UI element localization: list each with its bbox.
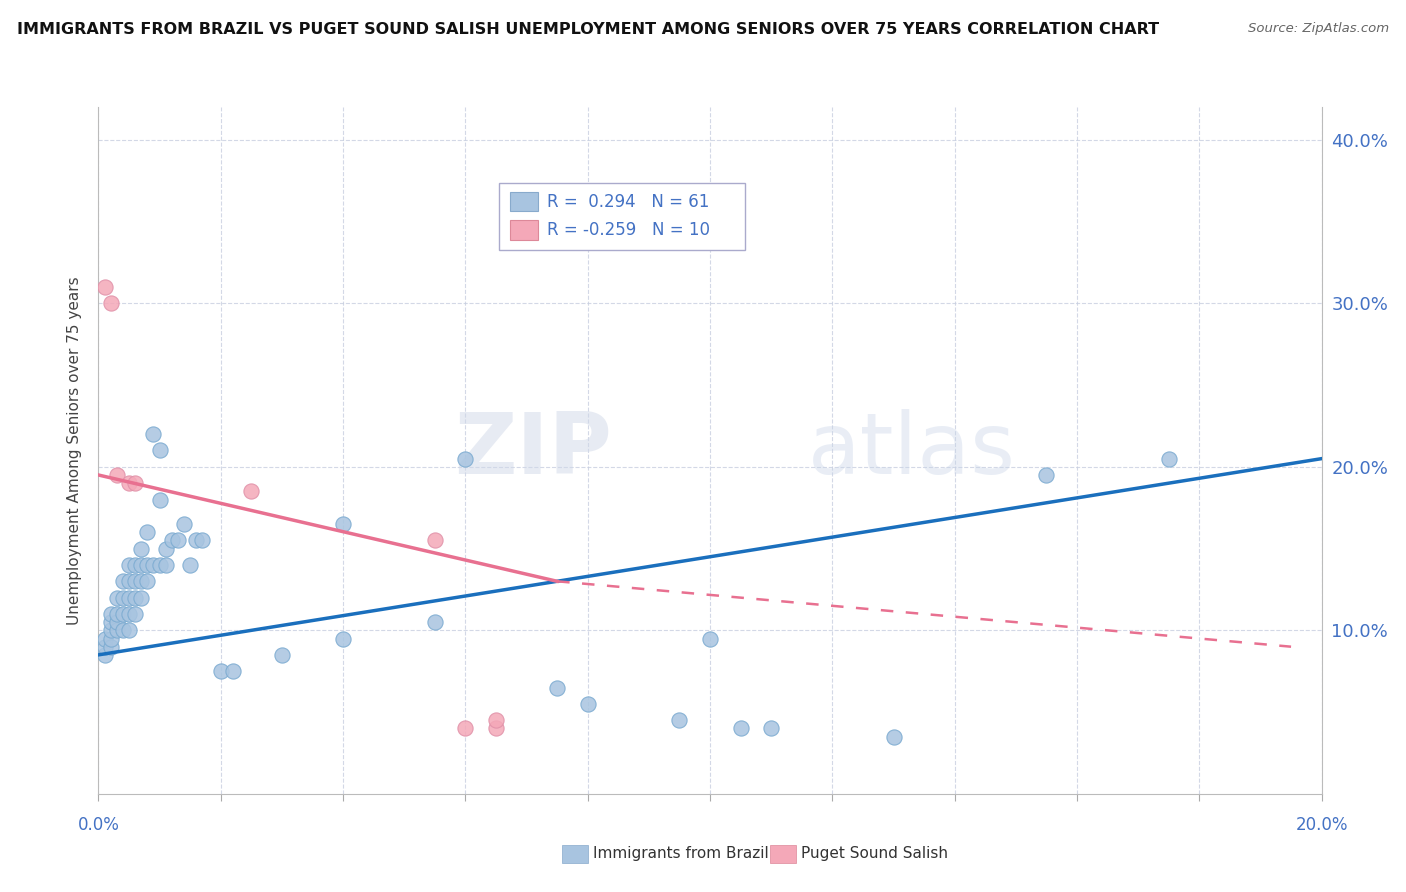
Text: Immigrants from Brazil: Immigrants from Brazil bbox=[593, 847, 769, 861]
Point bbox=[149, 443, 172, 458]
Point bbox=[124, 574, 146, 589]
Point bbox=[136, 574, 159, 589]
Point bbox=[105, 467, 128, 482]
Point bbox=[93, 648, 115, 662]
Text: atlas: atlas bbox=[808, 409, 1017, 492]
Point bbox=[186, 533, 208, 548]
Point bbox=[1035, 467, 1057, 482]
Point bbox=[100, 632, 122, 646]
Point bbox=[485, 722, 508, 736]
Point bbox=[142, 427, 165, 442]
Point bbox=[546, 681, 568, 695]
Point bbox=[118, 558, 141, 572]
Point bbox=[1157, 451, 1180, 466]
Point bbox=[129, 558, 152, 572]
Text: Puget Sound Salish: Puget Sound Salish bbox=[801, 847, 949, 861]
Point bbox=[118, 476, 141, 491]
Point bbox=[100, 296, 122, 310]
Text: R = -0.259   N = 10: R = -0.259 N = 10 bbox=[547, 221, 710, 239]
Point bbox=[454, 451, 477, 466]
Text: Source: ZipAtlas.com: Source: ZipAtlas.com bbox=[1249, 22, 1389, 36]
Point bbox=[111, 607, 134, 621]
Point bbox=[423, 615, 446, 630]
Point bbox=[191, 533, 214, 548]
Point bbox=[423, 533, 446, 548]
Point bbox=[124, 607, 146, 621]
Point bbox=[118, 574, 141, 589]
Point bbox=[454, 722, 477, 736]
Point bbox=[485, 714, 508, 728]
Point bbox=[111, 624, 134, 638]
Point bbox=[699, 632, 721, 646]
Point bbox=[136, 525, 159, 540]
Point bbox=[332, 632, 354, 646]
Point bbox=[668, 714, 690, 728]
Point bbox=[270, 648, 292, 662]
Point bbox=[111, 574, 134, 589]
Point bbox=[129, 574, 152, 589]
Point bbox=[93, 640, 115, 654]
Point bbox=[173, 516, 195, 531]
Point bbox=[332, 516, 354, 531]
Point bbox=[167, 533, 190, 548]
Text: 20.0%: 20.0% bbox=[1295, 816, 1348, 834]
Point bbox=[129, 591, 152, 605]
Point bbox=[105, 615, 128, 630]
Point bbox=[149, 492, 172, 507]
Y-axis label: Unemployment Among Seniors over 75 years: Unemployment Among Seniors over 75 years bbox=[67, 277, 83, 624]
Point bbox=[100, 624, 122, 638]
Point bbox=[118, 624, 141, 638]
Point bbox=[179, 558, 201, 572]
Text: ZIP: ZIP bbox=[454, 409, 612, 492]
Point bbox=[93, 632, 115, 646]
Text: IMMIGRANTS FROM BRAZIL VS PUGET SOUND SALISH UNEMPLOYMENT AMONG SENIORS OVER 75 : IMMIGRANTS FROM BRAZIL VS PUGET SOUND SA… bbox=[17, 22, 1159, 37]
Point bbox=[105, 591, 128, 605]
Point bbox=[155, 541, 177, 556]
Point bbox=[124, 558, 146, 572]
Point bbox=[149, 558, 172, 572]
Point bbox=[100, 615, 122, 630]
Point bbox=[576, 697, 599, 711]
Point bbox=[142, 558, 165, 572]
Point bbox=[93, 280, 115, 294]
Point bbox=[160, 533, 183, 548]
Point bbox=[209, 664, 232, 678]
Point bbox=[730, 722, 752, 736]
Point bbox=[100, 640, 122, 654]
Point bbox=[129, 541, 152, 556]
Point bbox=[240, 484, 263, 499]
Point bbox=[105, 624, 128, 638]
Text: 0.0%: 0.0% bbox=[77, 816, 120, 834]
Point bbox=[124, 476, 146, 491]
Point bbox=[883, 730, 905, 744]
Point bbox=[124, 591, 146, 605]
Point bbox=[100, 607, 122, 621]
Point bbox=[111, 591, 134, 605]
Point bbox=[118, 591, 141, 605]
Point bbox=[105, 607, 128, 621]
Point bbox=[222, 664, 245, 678]
Text: R =  0.294   N = 61: R = 0.294 N = 61 bbox=[547, 193, 709, 211]
Point bbox=[155, 558, 177, 572]
Point bbox=[118, 607, 141, 621]
Point bbox=[759, 722, 782, 736]
Point bbox=[136, 558, 159, 572]
